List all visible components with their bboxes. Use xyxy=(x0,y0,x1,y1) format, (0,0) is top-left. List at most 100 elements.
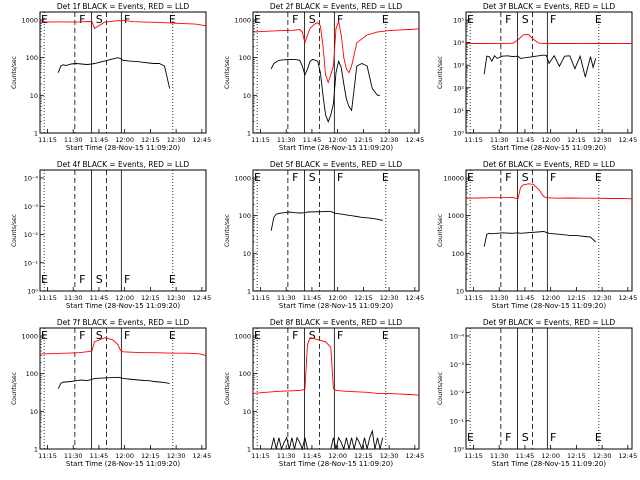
series-line-lld xyxy=(252,337,420,396)
y-tick-label: 1000 xyxy=(21,333,38,341)
chart-title: Det 6f BLACK = Events, RED = LLD xyxy=(483,160,616,169)
y-tick-label: 100 xyxy=(239,212,251,220)
x-tick-label: 12:45 xyxy=(618,452,637,460)
x-tick-label: 12:45 xyxy=(618,136,637,144)
segment-marker-f: F xyxy=(292,171,298,184)
segment-marker-e: E xyxy=(382,13,389,26)
y-tick-label: 10 xyxy=(243,408,251,416)
y-tick-label: 10⁰ xyxy=(453,130,464,138)
x-tick-label: 11:15 xyxy=(464,136,483,144)
x-tick-label: 12:45 xyxy=(192,136,211,144)
series-line-lld xyxy=(39,337,207,357)
series-line-events xyxy=(483,54,597,78)
segment-marker-f: F xyxy=(337,171,343,184)
y-tick-label: 1000 xyxy=(234,175,251,183)
x-tick-label: 12:45 xyxy=(192,294,211,302)
segment-marker-s: S xyxy=(96,13,103,26)
segment-marker-e: E xyxy=(595,171,602,184)
plot-frame xyxy=(252,327,420,450)
y-tick-label: 1000 xyxy=(234,17,251,25)
y-axis-label: Counts/sec xyxy=(437,56,444,89)
x-tick-label: 11:30 xyxy=(277,452,296,460)
y-tick-label: 10 xyxy=(243,92,251,100)
y-tick-label: 10 xyxy=(30,92,38,100)
x-tick-label: 12:15 xyxy=(567,452,586,460)
y-tick-label: 1 xyxy=(247,446,251,454)
y-tick-label: 1 xyxy=(247,288,251,296)
chart-panel-7: Det 7f BLACK = Events, RED = LLD 1 10 100 10… xyxy=(11,318,211,468)
segment-marker-e: E xyxy=(169,13,176,26)
series-line-events xyxy=(270,429,384,451)
chart-panel-1: Det 1f BLACK = Events, RED = LLD 1 10 100 10… xyxy=(11,2,211,152)
x-axis-label: Start Time (28-Nov-15 11:09:20) xyxy=(492,460,606,468)
segment-marker-f: F xyxy=(79,273,85,286)
chart-title: Det 3f BLACK = Events, RED = LLD xyxy=(483,2,616,11)
plot-frame xyxy=(465,327,633,450)
x-axis-label: Start Time (28-Nov-15 11:09:20) xyxy=(66,144,180,152)
x-tick-label: 11:15 xyxy=(38,136,57,144)
x-axis-label: Start Time (28-Nov-15 11:09:20) xyxy=(279,460,393,468)
y-tick-label: 1000 xyxy=(234,333,251,341)
y-tick-label: 10⁰ xyxy=(453,446,464,454)
segment-marker-f: F xyxy=(337,13,343,26)
x-tick-label: 12:30 xyxy=(593,294,612,302)
x-tick-label: 11:30 xyxy=(277,294,296,302)
x-tick-label: 11:15 xyxy=(464,452,483,460)
x-tick-label: 12:30 xyxy=(593,136,612,144)
x-tick-label: 12:15 xyxy=(354,294,373,302)
y-tick-label: 1 xyxy=(34,446,38,454)
segment-marker-s: S xyxy=(309,13,316,26)
x-tick-label: 11:15 xyxy=(251,136,270,144)
segment-marker-f: F xyxy=(550,13,556,26)
y-tick-label: 10⁰ xyxy=(27,288,38,296)
x-tick-label: 11:45 xyxy=(516,136,535,144)
chart-panel-2: Det 2f BLACK = Events, RED = LLD 1 10 100 10… xyxy=(224,2,424,152)
y-tick-label: 10⁻⁴ xyxy=(450,333,465,341)
x-axis-label: Start Time (28-Nov-15 11:09:20) xyxy=(492,302,606,310)
y-tick-label: 10⁵ xyxy=(453,17,464,25)
segment-marker-e: E xyxy=(41,329,48,342)
y-tick-label: 1 xyxy=(247,130,251,138)
y-tick-label: 100 xyxy=(452,250,464,258)
y-axis-label: Counts/sec xyxy=(437,372,444,405)
segment-marker-e: E xyxy=(41,13,48,26)
segment-marker-s: S xyxy=(309,171,316,184)
series-line-lld xyxy=(465,33,633,45)
x-tick-label: 12:30 xyxy=(380,294,399,302)
x-tick-label: 11:15 xyxy=(464,294,483,302)
x-tick-label: 11:45 xyxy=(90,452,109,460)
segment-marker-f: F xyxy=(124,329,130,342)
segment-marker-e: E xyxy=(41,273,48,286)
x-tick-label: 12:00 xyxy=(541,294,560,302)
segment-marker-e: E xyxy=(382,171,389,184)
segment-marker-s: S xyxy=(522,431,529,444)
segment-marker-f: F xyxy=(550,431,556,444)
x-tick-label: 12:00 xyxy=(328,294,347,302)
x-tick-label: 12:15 xyxy=(354,136,373,144)
x-tick-label: 12:00 xyxy=(115,294,134,302)
series-line-events xyxy=(57,376,170,389)
x-tick-label: 12:30 xyxy=(380,136,399,144)
y-tick-label: 10⁻³ xyxy=(24,203,39,211)
series-line-lld xyxy=(252,20,420,84)
x-tick-label: 11:15 xyxy=(251,452,270,460)
segment-marker-f: F xyxy=(505,13,511,26)
segment-marker-e: E xyxy=(169,329,176,342)
x-tick-label: 12:00 xyxy=(541,452,560,460)
x-axis-label: Start Time (28-Nov-15 11:09:20) xyxy=(66,460,180,468)
x-axis-label: Start Time (28-Nov-15 11:09:20) xyxy=(279,302,393,310)
series-line-events xyxy=(57,57,171,89)
y-tick-label: 10⁻¹ xyxy=(24,259,39,267)
y-tick-label: 100 xyxy=(26,54,38,62)
y-axis-label: Counts/sec xyxy=(224,372,231,405)
segment-marker-f: F xyxy=(79,329,85,342)
segment-marker-e: E xyxy=(595,431,602,444)
segment-marker-f: F xyxy=(79,13,85,26)
series-line-events xyxy=(270,210,383,231)
x-tick-label: 11:45 xyxy=(303,136,322,144)
y-axis-label: Counts/sec xyxy=(224,214,231,247)
x-tick-label: 12:15 xyxy=(567,136,586,144)
x-tick-label: 11:45 xyxy=(90,294,109,302)
y-axis-label: Counts/sec xyxy=(224,56,231,89)
